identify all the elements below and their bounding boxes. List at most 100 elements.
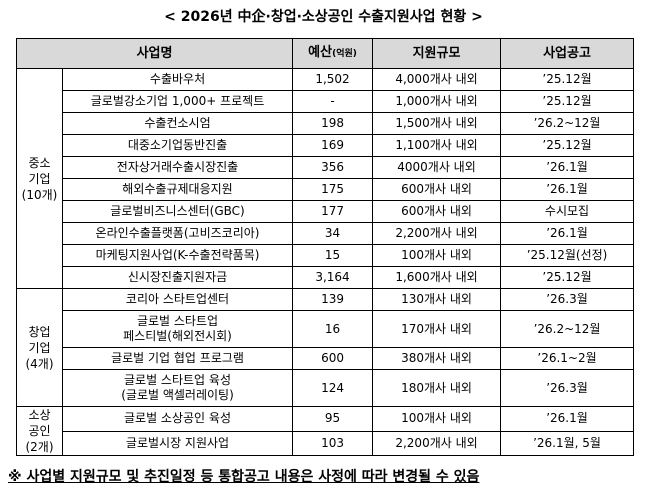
scale-cell: 2,200개사 내외 <box>372 430 502 456</box>
name-cell: 글로벌 기업 협업 프로그램 <box>61 347 294 370</box>
program-name: 온라인수출플랫폼(고비즈코리아) <box>95 226 260 240</box>
table-row: 글로벌 스타트업 페스티벌(해외전시회) 16 170개사 내외 ’26.2~12월 <box>17 310 635 348</box>
table-row: 글로벌 기업 협업 프로그램 600 380개사 내외 ’26.1~2월 <box>17 347 635 370</box>
scale-cell: 2,200개사 내외 <box>372 222 502 245</box>
name-cell: 코리아 스타트업센터 <box>61 288 294 311</box>
budget-cell: 175 <box>292 178 374 201</box>
header-text: 지원규모 <box>412 46 461 61</box>
scale-cell: 130개사 내외 <box>372 288 502 311</box>
table-row: 대중소기업동반진출 169 1,100개사 내외 ’25.12월 <box>17 134 635 157</box>
name-cell: 수출컨소시엄 <box>61 112 294 135</box>
table-row: 마케팅지원사업(K-수출전략품목) 15 100개사 내외 ’25.12월(선정) <box>17 244 635 267</box>
name-cell: 온라인수출플랫폼(고비즈코리아) <box>61 222 294 245</box>
program-name: 글로벌 스타트업 육성 <box>124 373 231 387</box>
name-cell: 해외수출규제대응지원 <box>61 178 294 201</box>
budget-cell: 198 <box>292 112 374 135</box>
budget-cell: 103 <box>292 430 374 456</box>
group-label: 공인 <box>28 424 51 438</box>
budget-cell: 34 <box>292 222 374 245</box>
program-name: 글로벌 스타트업 <box>136 314 219 328</box>
table-row: 수출컨소시엄 198 1,500개사 내외 ’26.2~12월 <box>17 112 635 135</box>
group-label: 중소 <box>28 155 51 170</box>
notice-cell: ’26.1월 <box>500 156 635 179</box>
group-label: (10개) <box>21 187 58 202</box>
scale-cell: 1,000개사 내외 <box>372 90 502 113</box>
group-label: 소상 <box>28 408 51 422</box>
header-row: 사업명 예산(억원) 지원규모 사업공고 <box>15 38 635 69</box>
budget-cell: 177 <box>292 200 374 223</box>
program-name: 해외수출규제대응지원 <box>122 182 233 196</box>
table-row: 글로벌비즈니스센터(GBC) 177 600개사 내외 수시모집 <box>17 200 635 223</box>
program-name: 글로벌 소상공인 육성 <box>124 411 231 426</box>
budget-cell: 16 <box>292 310 374 348</box>
budget-cell: 1,502 <box>292 68 374 91</box>
program-name: 수출컨소시엄 <box>144 116 211 130</box>
notice-cell: 수시모집 <box>500 200 635 223</box>
notice-cell: ’26.2~12월 <box>500 310 635 348</box>
group-label: (4개) <box>25 356 54 371</box>
table-row: 신시장진출지원자금 3,164 1,600개사 내외 ’25.12월 <box>17 266 635 289</box>
name-cell: 신시장진출지원자금 <box>61 266 294 289</box>
name-cell: 전자상거래수출시장진출 <box>61 156 294 179</box>
header-text: 사업명 <box>136 46 173 61</box>
name-cell: 수출바우처 <box>61 68 294 91</box>
notice-cell: ’26.3월 <box>500 288 635 311</box>
notice-cell: ’25.12월 <box>500 134 635 157</box>
program-name: 마케팅지원사업(K-수출전략품목) <box>95 248 260 262</box>
table-row: 중소 기업 (10개) 수출바우처 1,502 4,000개사 내외 ’25.12월 <box>16 68 635 289</box>
program-name: 글로벌시장 지원사업 <box>125 435 230 450</box>
budget-cell: 124 <box>292 369 374 407</box>
header-text: 예산 <box>308 45 333 60</box>
table-row: 글로벌강소기업 1,000+ 프로젝트 -1,000개사 내외 ’25.12월 <box>17 90 635 113</box>
budget-cell: 356 <box>292 156 374 179</box>
budget-cell: 15 <box>292 244 374 267</box>
scale-cell: 600개사 내외 <box>372 200 502 223</box>
scale-cell: 180개사 내외 <box>372 369 502 407</box>
scale-cell: 600개사 내외 <box>372 178 502 201</box>
header-cell: 지원규모 <box>372 38 502 69</box>
name-cell: 글로벌 소상공인 육성 <box>61 406 294 432</box>
name-cell: 대중소기업동반진출 <box>61 134 294 157</box>
notice-cell: ’25.12월(선정) <box>500 244 635 267</box>
program-name: 신시장진출지원자금 <box>127 270 228 284</box>
support-table: 사업명 예산(억원) 지원규모 사업공고 중소 기업 (10개) 수출바우처 1,502 4,0… <box>15 38 635 456</box>
group-cell: 창업 기업 (4개) <box>16 288 63 407</box>
scale-cell: 4,000개사 내외 <box>372 68 502 91</box>
program-name: 대중소기업동반진출 <box>127 138 228 152</box>
budget-cell: 169 <box>292 134 374 157</box>
group-label: (2개) <box>25 440 54 454</box>
notice-cell: ’26.3월 <box>500 369 635 407</box>
scale-cell: 1,600개사 내외 <box>372 266 502 289</box>
program-name: 글로벌 기업 협업 프로그램 <box>111 351 244 365</box>
table-row: 전자상거래수출시장진출 356 4000개사 내외 ’26.1월 <box>17 156 635 179</box>
scale-cell: 170개사 내외 <box>372 310 502 348</box>
scale-cell: 4000개사 내외 <box>372 156 502 179</box>
program-name: 전자상거래수출시장진출 <box>116 160 239 174</box>
notice-cell: ’26.1월, 5월 <box>500 430 635 456</box>
notice-cell: ’26.1월 <box>500 222 635 245</box>
table-row: 해외수출규제대응지원 175 600개사 내외 ’26.1월 <box>17 178 635 201</box>
name-cell: 마케팅지원사업(K-수출전략품목) <box>61 244 294 267</box>
table-row: 온라인수출플랫폼(고비즈코리아) 34 2,200개사 내외 ’26.1월 <box>17 222 635 245</box>
name-cell: 글로벌강소기업 1,000+ 프로젝트 <box>61 90 294 113</box>
header-unit: (억원) <box>332 49 357 59</box>
budget-cell: 95 <box>292 406 374 432</box>
scale-cell: 1,100개사 내외 <box>372 134 502 157</box>
budget-cell: - <box>292 90 374 113</box>
group-label: 기업 <box>28 340 51 355</box>
page-title: < 2026년 中企·창업·소상공인 수출지원사업 현황 > <box>164 9 483 25</box>
table-row: 글로벌 스타트업 육성 (글로벌 액셀러레이팅) 124 180개사 내외 ’26.3월 <box>17 369 635 407</box>
notice-cell: ’26.1월 <box>500 406 635 432</box>
name-cell: 글로벌 스타트업 페스티벌(해외전시회) <box>61 310 294 348</box>
name-cell: 글로벌비즈니스센터(GBC) <box>61 200 294 223</box>
scale-cell: 380개사 내외 <box>372 347 502 370</box>
scale-cell: 100개사 내외 <box>372 406 502 432</box>
program-name: 코리아 스타트업센터 <box>125 292 230 306</box>
scale-cell: 100개사 내외 <box>372 244 502 267</box>
footnote: ※ 사업별 지원규모 및 추진일정 등 통합공고 내용은 사정에 따라 변경될 … <box>8 469 480 485</box>
program-name: 수출바우처 <box>149 72 206 86</box>
